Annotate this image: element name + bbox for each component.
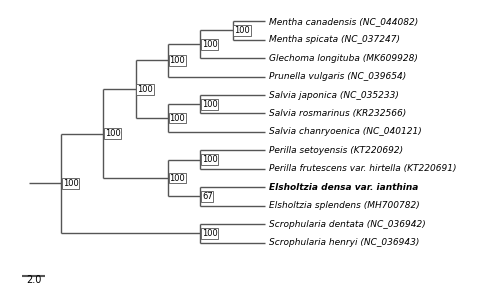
Text: 100: 100 [202, 100, 218, 109]
Text: 100: 100 [234, 26, 250, 35]
Text: Prunella vulgaris (NC_039654): Prunella vulgaris (NC_039654) [269, 72, 406, 81]
Text: Elsholtzia splendens (MH700782): Elsholtzia splendens (MH700782) [269, 201, 420, 210]
Text: 100: 100 [62, 179, 78, 188]
Text: Mentha canadensis (NC_044082): Mentha canadensis (NC_044082) [269, 17, 418, 26]
Text: Mentha spicata (NC_037247): Mentha spicata (NC_037247) [269, 35, 400, 44]
Text: 100: 100 [170, 173, 186, 183]
Text: 67: 67 [202, 192, 212, 201]
Text: 100: 100 [170, 56, 186, 65]
Text: Salvia chanryoenica (NC_040121): Salvia chanryoenica (NC_040121) [269, 127, 422, 136]
Text: Perilla frutescens var. hirtella (KT220691): Perilla frutescens var. hirtella (KT2206… [269, 164, 456, 173]
Text: Glechoma longituba (MK609928): Glechoma longituba (MK609928) [269, 54, 418, 63]
Text: 2.0: 2.0 [26, 275, 41, 285]
Text: 100: 100 [170, 113, 186, 123]
Text: Salvia japonica (NC_035233): Salvia japonica (NC_035233) [269, 91, 399, 99]
Text: 100: 100 [202, 155, 218, 164]
Text: 100: 100 [105, 129, 120, 138]
Text: Salvia rosmarinus (KR232566): Salvia rosmarinus (KR232566) [269, 109, 406, 118]
Text: 100: 100 [202, 229, 218, 238]
Text: 100: 100 [137, 85, 153, 94]
Text: Scrophularia henryi (NC_036943): Scrophularia henryi (NC_036943) [269, 238, 420, 247]
Text: Elsholtzia densa var. ianthina: Elsholtzia densa var. ianthina [269, 183, 418, 192]
Text: Perilla setoyensis (KT220692): Perilla setoyensis (KT220692) [269, 146, 403, 155]
Text: Scrophularia dentata (NC_036942): Scrophularia dentata (NC_036942) [269, 219, 426, 229]
Text: 100: 100 [202, 40, 218, 49]
